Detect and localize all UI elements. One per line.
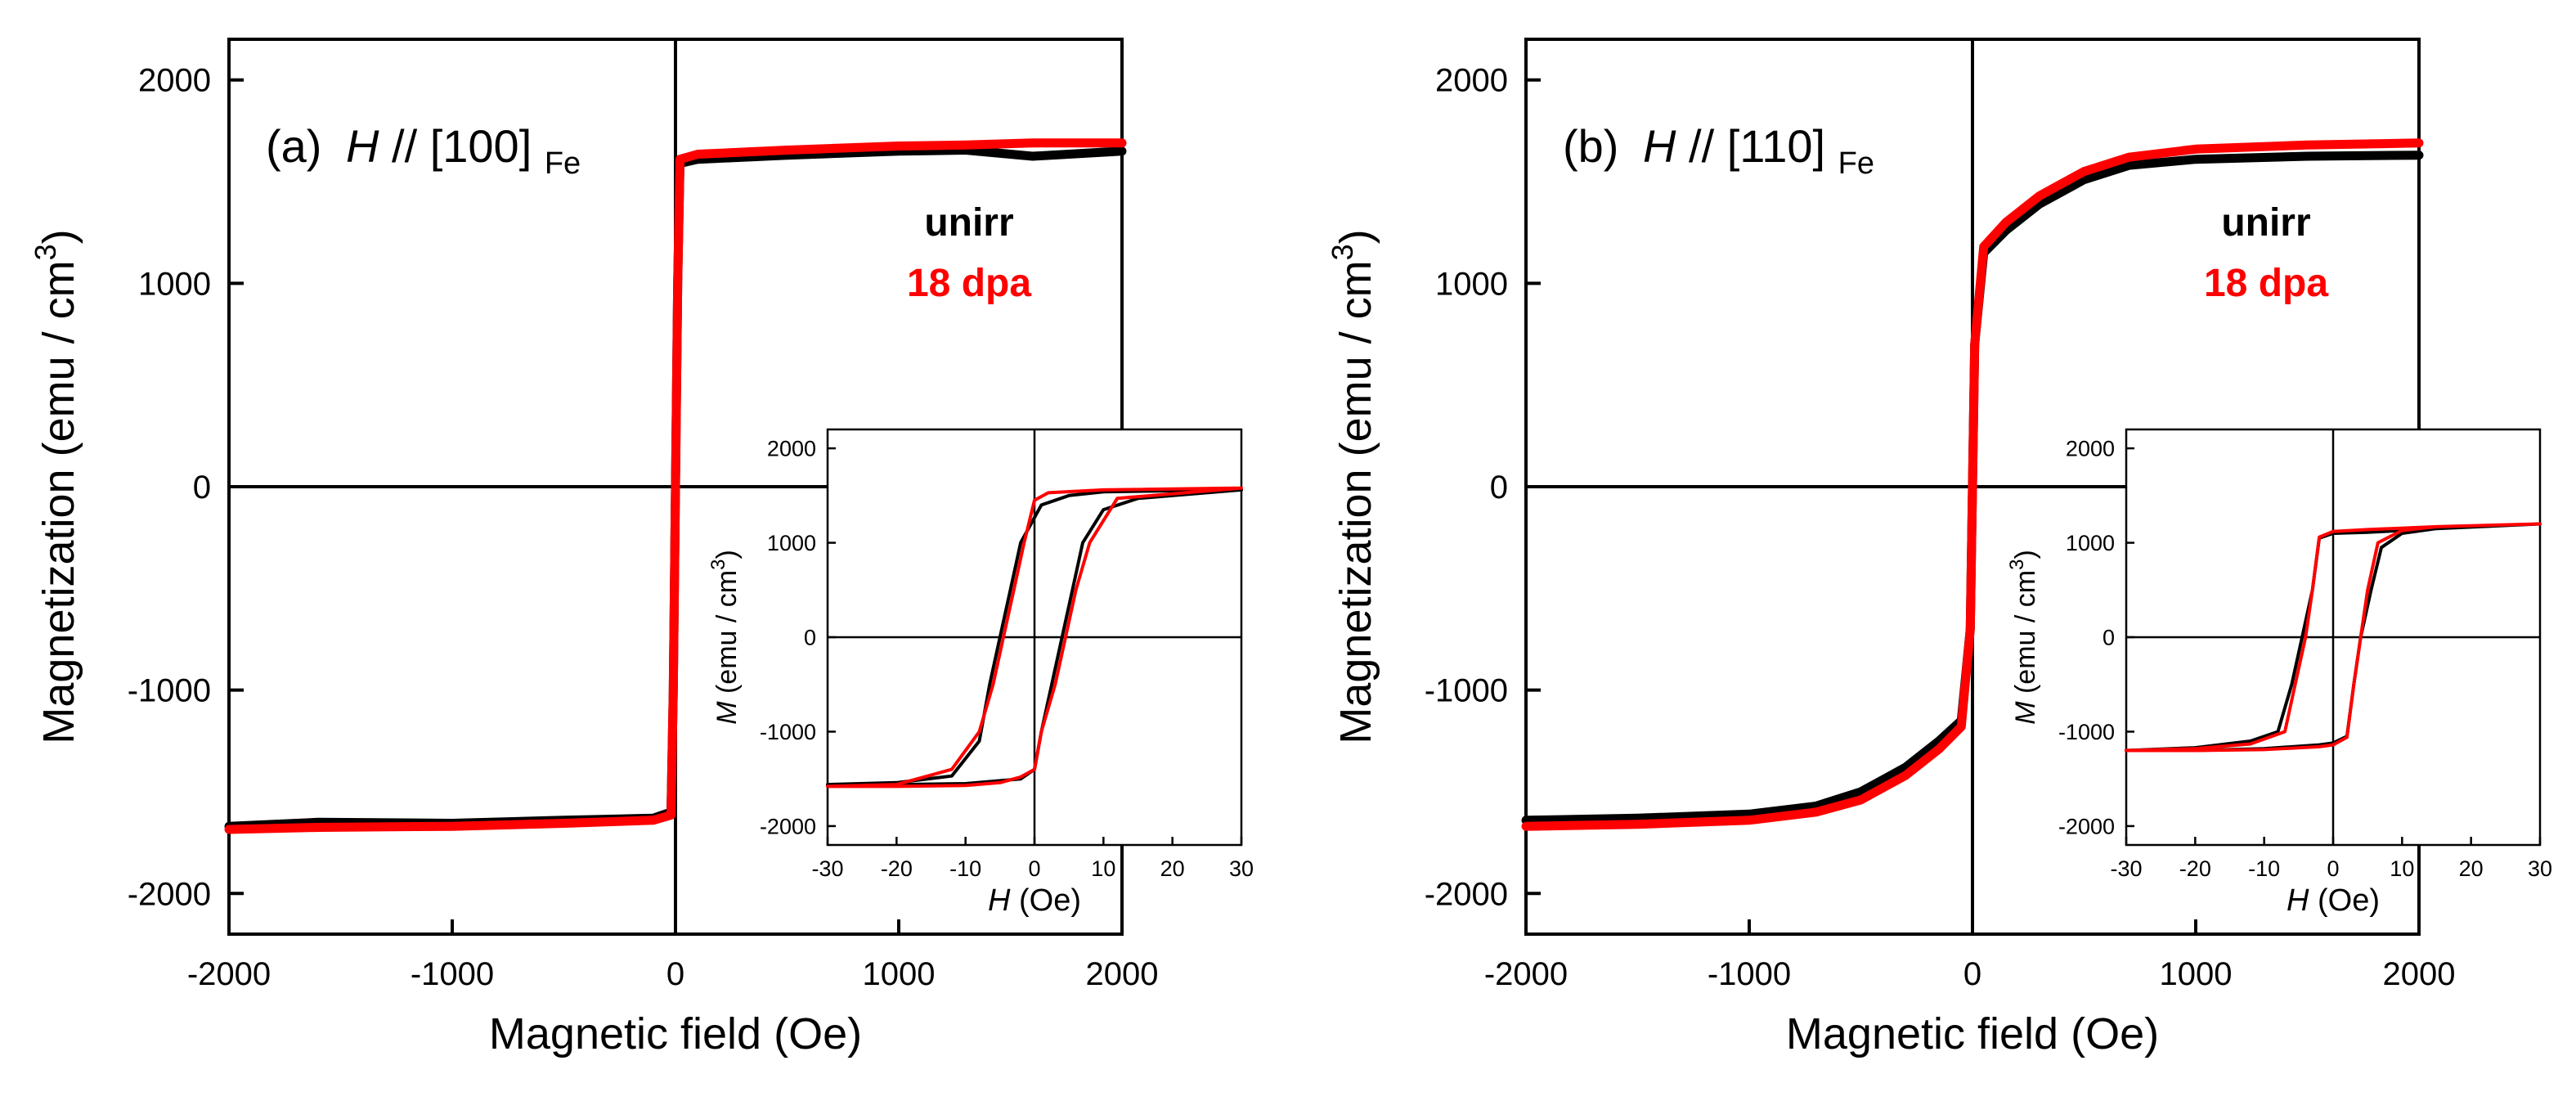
y-tick-label: 0 [1490, 470, 1508, 506]
x-tick-label: -30 [811, 856, 843, 881]
x-tick-label: 2000 [2383, 956, 2456, 992]
x-tick-label: 30 [1229, 856, 1254, 881]
inset-ticks: -30 -20 -10 0 10 20 30 -2000 -1000 0 1000 2000 [2058, 437, 2552, 881]
y-tick-label: -2000 [2058, 814, 2115, 838]
y-axis-label: Magnetization (emu / cm3) [1326, 229, 1380, 744]
x-tick-label: 10 [2390, 856, 2414, 881]
y-tick-label: -1000 [128, 673, 211, 709]
inset-zero-lines [2126, 429, 2540, 845]
y-tick-label: -2000 [760, 814, 816, 838]
x-tick-label: 1000 [2160, 956, 2233, 992]
legend-18dpa: 18 dpa [907, 262, 1031, 305]
series-18-dpa [224, 138, 1127, 834]
x-axis-label: Magnetic field (Oe) [1786, 1009, 2159, 1058]
x-tick-label: -10 [949, 856, 981, 881]
y-tick-label: 0 [804, 625, 816, 649]
x-tick-label: 0 [1963, 956, 1981, 992]
x-tick-label: 10 [1091, 856, 1115, 881]
x-tick-label: 20 [2459, 856, 2484, 881]
inset-series-group [2125, 522, 2542, 753]
y-tick-label: 2000 [2066, 437, 2115, 461]
x-tick-label: -30 [2110, 856, 2142, 881]
y-tick-label: -1000 [1425, 673, 1508, 709]
x-tick-label: 30 [2528, 856, 2552, 881]
x-tick-label: -1000 [1708, 956, 1791, 992]
inset-x-axis-label: H (Oe) [2287, 883, 2380, 918]
y-tick-label: 1000 [767, 531, 816, 555]
y-tick-label: 0 [2103, 625, 2115, 649]
series-group [224, 138, 1127, 834]
x-tick-label: -20 [881, 856, 913, 881]
y-tick-label: -1000 [760, 720, 816, 744]
y-axis-label: Magnetization (emu / cm3) [29, 229, 83, 744]
y-tick-label: 1000 [2066, 531, 2115, 555]
y-tick-label: 2000 [138, 63, 211, 99]
legend-unirr: unirr [924, 201, 1013, 245]
series-group [1521, 138, 2424, 831]
inset-plot-a: -30 -20 -10 0 10 20 30 -2000 -1000 0 1000 2000 H (O… [707, 428, 1254, 918]
inset-series-group [826, 486, 1243, 789]
y-tick-label: -2000 [128, 876, 211, 912]
x-tick-label: -1000 [411, 956, 494, 992]
x-tick-label: 0 [666, 956, 684, 992]
legend-unirr: unirr [2221, 201, 2310, 245]
x-tick-label: -2000 [1484, 956, 1568, 992]
inset-y-axis-label: M (emu / cm3) [707, 550, 743, 725]
inset-ticks: -30 -20 -10 0 10 20 30 -2000 -1000 0 1000 2000 [760, 437, 1254, 881]
y-tick-label: 2000 [1435, 63, 1508, 99]
panel-annotation: (a) H // [100] Fe [266, 120, 581, 181]
x-tick-label: 1000 [863, 956, 936, 992]
x-tick-label: -20 [2179, 856, 2211, 881]
x-tick-label: 2000 [1086, 956, 1159, 992]
x-axis-label: Magnetic field (Oe) [489, 1009, 862, 1058]
y-tick-label: 1000 [1435, 266, 1508, 302]
inset-y-axis-label: M (emu / cm3) [2006, 550, 2041, 725]
y-tick-label: 2000 [767, 437, 816, 461]
inset-x-axis-label: H (Oe) [988, 883, 1081, 918]
x-tick-label: -2000 [187, 956, 271, 992]
x-tick-label: 0 [2327, 856, 2339, 881]
x-tick-label: 20 [1160, 856, 1185, 881]
series-18-dpa [826, 486, 1243, 789]
inset-plot-b: -30 -20 -10 0 10 20 30 -2000 -1000 0 1000 2000 H (O… [2006, 428, 2552, 918]
y-tick-label: -1000 [2058, 720, 2115, 744]
x-tick-label: 0 [1028, 856, 1040, 881]
y-tick-label: 0 [193, 470, 211, 506]
x-tick-label: -10 [2248, 856, 2280, 881]
legend-18dpa: 18 dpa [2204, 262, 2328, 305]
panel-annotation: (b) H // [110] Fe [1563, 120, 1874, 181]
y-tick-label: -2000 [1425, 876, 1508, 912]
y-tick-label: 1000 [138, 266, 211, 302]
series-18-dpa [2125, 522, 2542, 753]
series-18-dpa [1521, 138, 2424, 831]
